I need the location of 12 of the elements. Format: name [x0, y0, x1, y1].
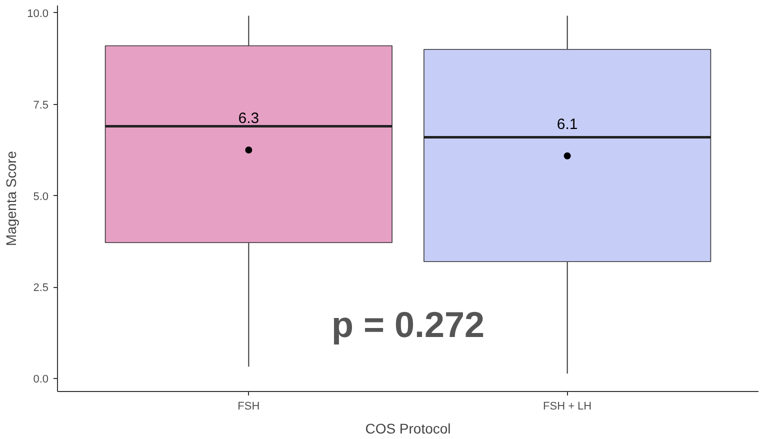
y-tick-label: 7.5 [33, 99, 49, 112]
x-axis-title: COS Protocol [365, 420, 451, 436]
annotation: 6.3 [238, 110, 260, 127]
annotation: 6.1 [556, 116, 578, 133]
x-tick-label: FSH [238, 400, 260, 412]
y-tick-label: 0.0 [33, 374, 49, 386]
annotation: p = 0.272 [331, 304, 485, 346]
x-tick-label: FSH + LH [543, 400, 592, 412]
y-tick-label: 10.0 [27, 8, 49, 20]
y-tick-label: 2.5 [33, 282, 49, 294]
y-axis-title: Magenta Score [3, 150, 20, 246]
y-tick-label: 5.0 [33, 190, 49, 203]
